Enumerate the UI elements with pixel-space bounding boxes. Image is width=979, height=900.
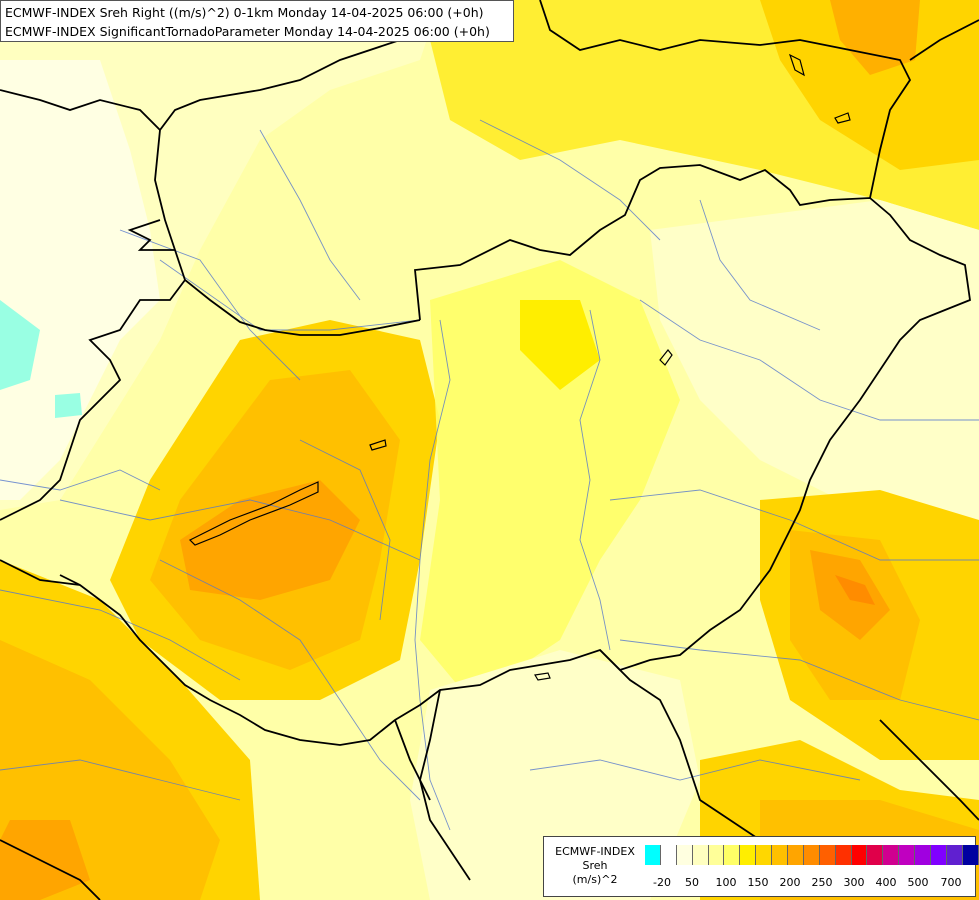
legend-swatch — [946, 845, 963, 865]
legend-swatch — [899, 845, 916, 865]
title-line-1: ECMWF-INDEX Sreh Right ((m/s)^2) 0-1km M… — [5, 5, 484, 20]
legend-tick-label: -20 — [653, 876, 671, 889]
legend-swatch — [724, 845, 741, 865]
legend-swatch — [708, 845, 725, 865]
legend-title-line-2: Sreh — [582, 859, 608, 872]
legend-tick-label: 200 — [779, 876, 801, 889]
legend-swatch — [883, 845, 900, 865]
legend-swatch — [788, 845, 804, 865]
legend-title-line-3: (m/s)^2 — [572, 873, 618, 886]
legend-tick-label: 50 — [685, 876, 699, 889]
legend-swatch — [819, 845, 836, 865]
legend-title: ECMWF-INDEX Sreh (m/s)^2 — [548, 845, 642, 887]
lake-balaton — [188, 481, 319, 546]
legend-tick-label: 250 — [811, 876, 833, 889]
legend-swatch — [962, 845, 979, 865]
legend-swatch — [645, 845, 661, 865]
legend-swatch — [660, 845, 677, 865]
legend-ticks: -20 50 100 150 200 250 300 400 500 700 — [645, 876, 975, 890]
legend-swatch — [867, 845, 884, 865]
legend-swatch — [676, 845, 693, 865]
legend-tick-label: 400 — [875, 876, 897, 889]
legend-tick-label: 300 — [843, 876, 865, 889]
color-legend: ECMWF-INDEX Sreh (m/s)^2 -20 50 100 150 200 2… — [543, 836, 979, 897]
legend-swatches — [645, 845, 979, 865]
legend-tick-label: 150 — [747, 876, 769, 889]
legend-tick-label: 100 — [715, 876, 737, 889]
map-title: ECMWF-INDEX Sreh Right ((m/s)^2) 0-1km M… — [0, 0, 514, 42]
legend-swatch — [915, 845, 932, 865]
legend-swatch — [803, 845, 820, 865]
hungary-border — [59, 164, 971, 746]
legend-title-line-1: ECMWF-INDEX — [555, 845, 635, 858]
legend-swatch — [740, 845, 757, 865]
title-line-2: ECMWF-INDEX SignificantTornadoParameter … — [5, 24, 490, 39]
legend-swatch — [851, 845, 868, 865]
legend-swatch — [835, 845, 852, 865]
legend-tick-label: 500 — [907, 876, 929, 889]
legend-swatch — [756, 845, 773, 865]
legend-swatch — [692, 845, 709, 865]
legend-swatch — [772, 845, 789, 865]
legend-tick-label: 700 — [940, 876, 962, 889]
legend-swatch — [931, 845, 947, 865]
